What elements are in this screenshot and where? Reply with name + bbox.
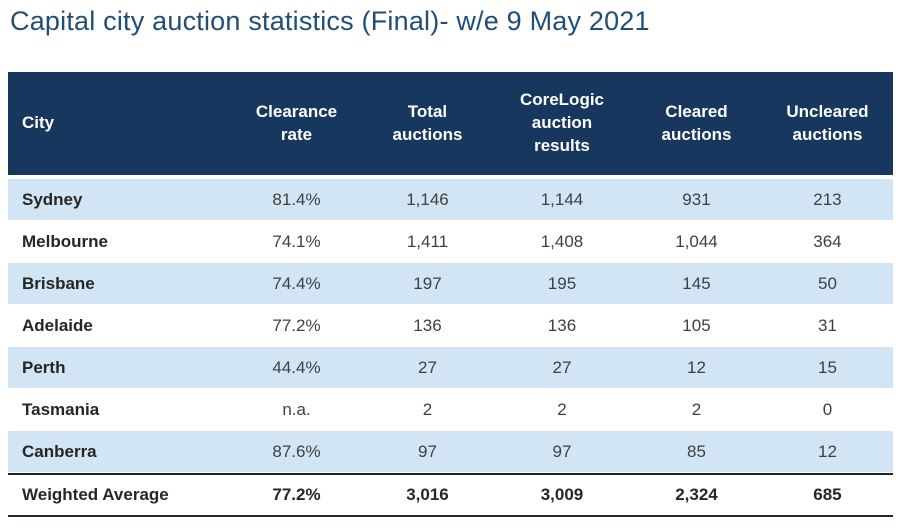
corelogic-results-value: 97 <box>552 441 572 461</box>
cleared-auctions-value: 931 <box>682 189 711 209</box>
total-auctions-value: 197 <box>413 273 442 293</box>
corelogic-results-total: 3,009 <box>540 485 584 504</box>
cleared-auctions-value: 85 <box>687 441 706 461</box>
weighted-average-label: Weighted Average <box>22 485 169 504</box>
uncleared-auctions-value: 213 <box>813 189 842 209</box>
column-header-uncleared-auctions-label: Uncleared auctions <box>786 101 869 144</box>
column-header-cleared-auctions-label: Cleared auctions <box>661 101 732 144</box>
city-name: Melbourne <box>22 231 108 251</box>
corelogic-results-value: 2 <box>557 399 567 419</box>
uncleared-auctions-value: 50 <box>817 273 837 293</box>
column-header-total-auctions-label: Total auctions <box>392 101 463 144</box>
city-name: Adelaide <box>22 315 93 335</box>
cleared-auctions-total: 2,324 <box>675 485 718 504</box>
column-header-city: City <box>8 112 231 135</box>
page-title: Capital city auction statistics (Final)-… <box>10 6 650 36</box>
table-row-melbourne: Melbourne 74.1% 1,411 1,408 1,044 364 <box>8 221 893 262</box>
city-name: Brisbane <box>22 273 95 293</box>
auction-statistics-table: City Clearance rate Total auctions CoreL… <box>8 72 893 517</box>
table-row-tasmania: Tasmania n.a. 2 2 2 0 <box>8 389 893 430</box>
column-header-corelogic-auction-results-label: CoreLogic auction results <box>519 90 604 155</box>
corelogic-results-value: 136 <box>547 315 577 335</box>
cleared-auctions-value: 12 <box>687 357 706 377</box>
table-row-sydney: Sydney 81.4% 1,146 1,144 931 213 <box>8 178 893 221</box>
city-name: Canberra <box>22 441 97 461</box>
total-auctions-value: 136 <box>413 315 442 335</box>
total-auctions-value: 27 <box>418 357 437 377</box>
column-header-uncleared-auctions: Uncleared auctions <box>762 101 893 147</box>
city-name: Perth <box>22 357 66 377</box>
clearance-rate-value: 81.4% <box>272 189 321 209</box>
table-row-canberra: Canberra 87.6% 97 97 85 12 <box>8 430 893 473</box>
clearance-rate-value: n.a. <box>282 399 311 419</box>
table-row-perth: Perth 44.4% 27 27 12 15 <box>8 346 893 389</box>
uncleared-auctions-value: 364 <box>813 231 842 251</box>
corelogic-results-value: 1,144 <box>540 189 584 209</box>
total-auctions-value: 1,146 <box>406 189 449 209</box>
clearance-rate-value: 77.2% <box>272 315 321 335</box>
column-header-total-auctions: Total auctions <box>362 101 493 147</box>
table-header-row: City Clearance rate Total auctions CoreL… <box>8 72 893 178</box>
corelogic-results-value: 1,408 <box>540 231 584 251</box>
cleared-auctions-value: 145 <box>682 273 711 293</box>
corelogic-results-value: 195 <box>547 273 577 293</box>
table-row-adelaide: Adelaide 77.2% 136 136 105 31 <box>8 305 893 346</box>
uncleared-auctions-value: 12 <box>817 441 837 461</box>
total-auctions-value: 97 <box>418 441 437 461</box>
table-row-weighted-average: Weighted Average 77.2% 3,016 3,009 2,324… <box>8 473 893 517</box>
column-header-corelogic-auction-results: CoreLogic auction results <box>493 89 631 158</box>
total-auctions-value: 2 <box>422 399 433 419</box>
city-name: Sydney <box>22 189 83 209</box>
column-header-cleared-auctions: Cleared auctions <box>631 101 762 147</box>
cleared-auctions-value: 2 <box>691 399 702 419</box>
city-name: Tasmania <box>22 399 100 419</box>
uncleared-auctions-value: 0 <box>822 399 833 419</box>
uncleared-auctions-total: 685 <box>813 485 842 504</box>
total-auctions-value: 1,411 <box>406 231 449 251</box>
clearance-rate-total: 77.2% <box>272 485 321 504</box>
total-auctions-total: 3,016 <box>406 485 449 504</box>
corelogic-results-value: 27 <box>552 357 572 377</box>
column-header-clearance-rate-label: Clearance rate <box>255 101 338 144</box>
clearance-rate-value: 87.6% <box>272 441 321 461</box>
column-header-city-label: City <box>22 113 55 133</box>
cleared-auctions-value: 1,044 <box>675 231 718 251</box>
uncleared-auctions-value: 31 <box>817 315 837 335</box>
clearance-rate-value: 44.4% <box>272 357 321 377</box>
table-row-brisbane: Brisbane 74.4% 197 195 145 50 <box>8 262 893 305</box>
clearance-rate-value: 74.4% <box>272 273 321 293</box>
uncleared-auctions-value: 15 <box>817 357 837 377</box>
column-header-clearance-rate: Clearance rate <box>231 101 362 147</box>
clearance-rate-value: 74.1% <box>272 231 321 251</box>
cleared-auctions-value: 105 <box>682 315 711 335</box>
